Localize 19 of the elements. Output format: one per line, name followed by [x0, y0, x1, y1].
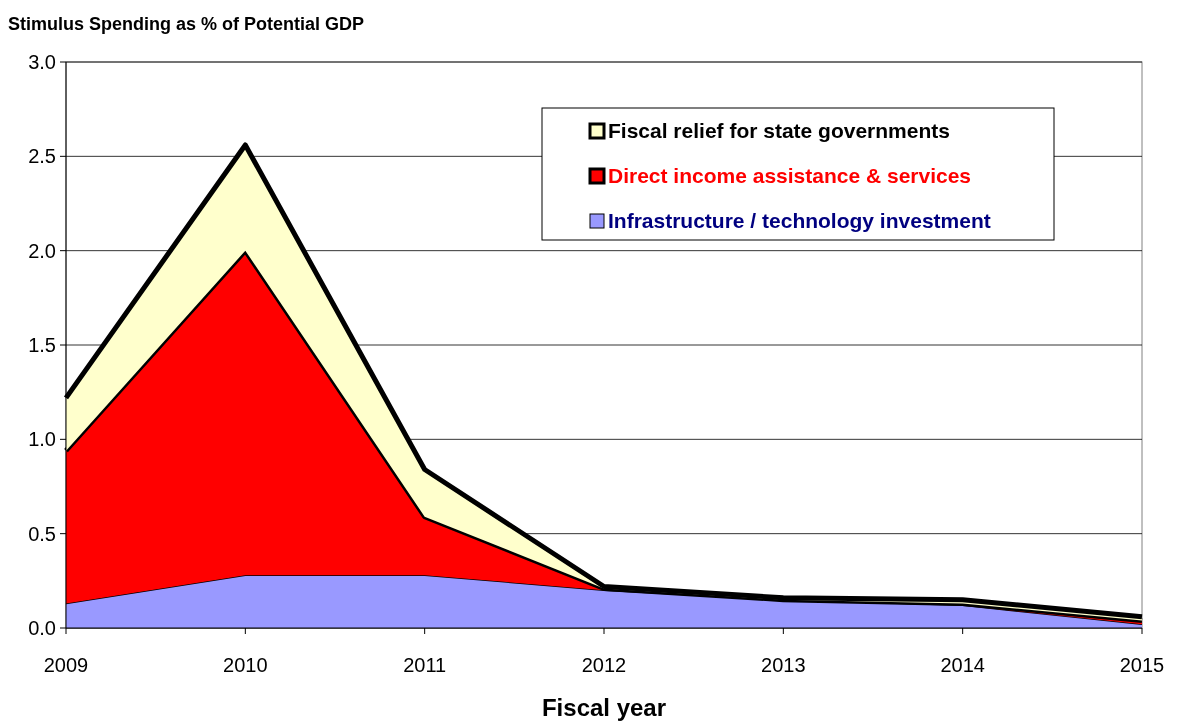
x-tick-label: 2010 — [223, 654, 268, 676]
x-tick-label: 2013 — [761, 654, 806, 676]
legend-label: Infrastructure / technology investment — [608, 209, 991, 232]
x-tick-label: 2012 — [581, 654, 627, 676]
x-axis-title: Fiscal year — [541, 694, 667, 721]
y-tick-label: 0.5 — [28, 522, 56, 545]
chart-title: Stimulus Spending as % of Potential GDP — [8, 14, 365, 34]
x-tick-label: 2009 — [43, 654, 89, 676]
y-tick-label: 3.0 — [28, 51, 56, 73]
x-tick-label: 2011 — [403, 654, 447, 676]
x-tick-label: 2014 — [940, 654, 985, 676]
y-tick-label: 2.0 — [28, 239, 56, 262]
y-tick-label: 0.0 — [28, 617, 56, 639]
y-tick-label: 1.0 — [28, 428, 56, 451]
y-tick-label: 2.5 — [28, 145, 56, 168]
x-tick-label: 2015 — [1119, 654, 1165, 676]
y-tick-label: 1.5 — [28, 334, 56, 356]
legend-label: Direct income assistance & services — [608, 164, 972, 187]
legend-label: Fiscal relief for state governments — [608, 119, 950, 142]
